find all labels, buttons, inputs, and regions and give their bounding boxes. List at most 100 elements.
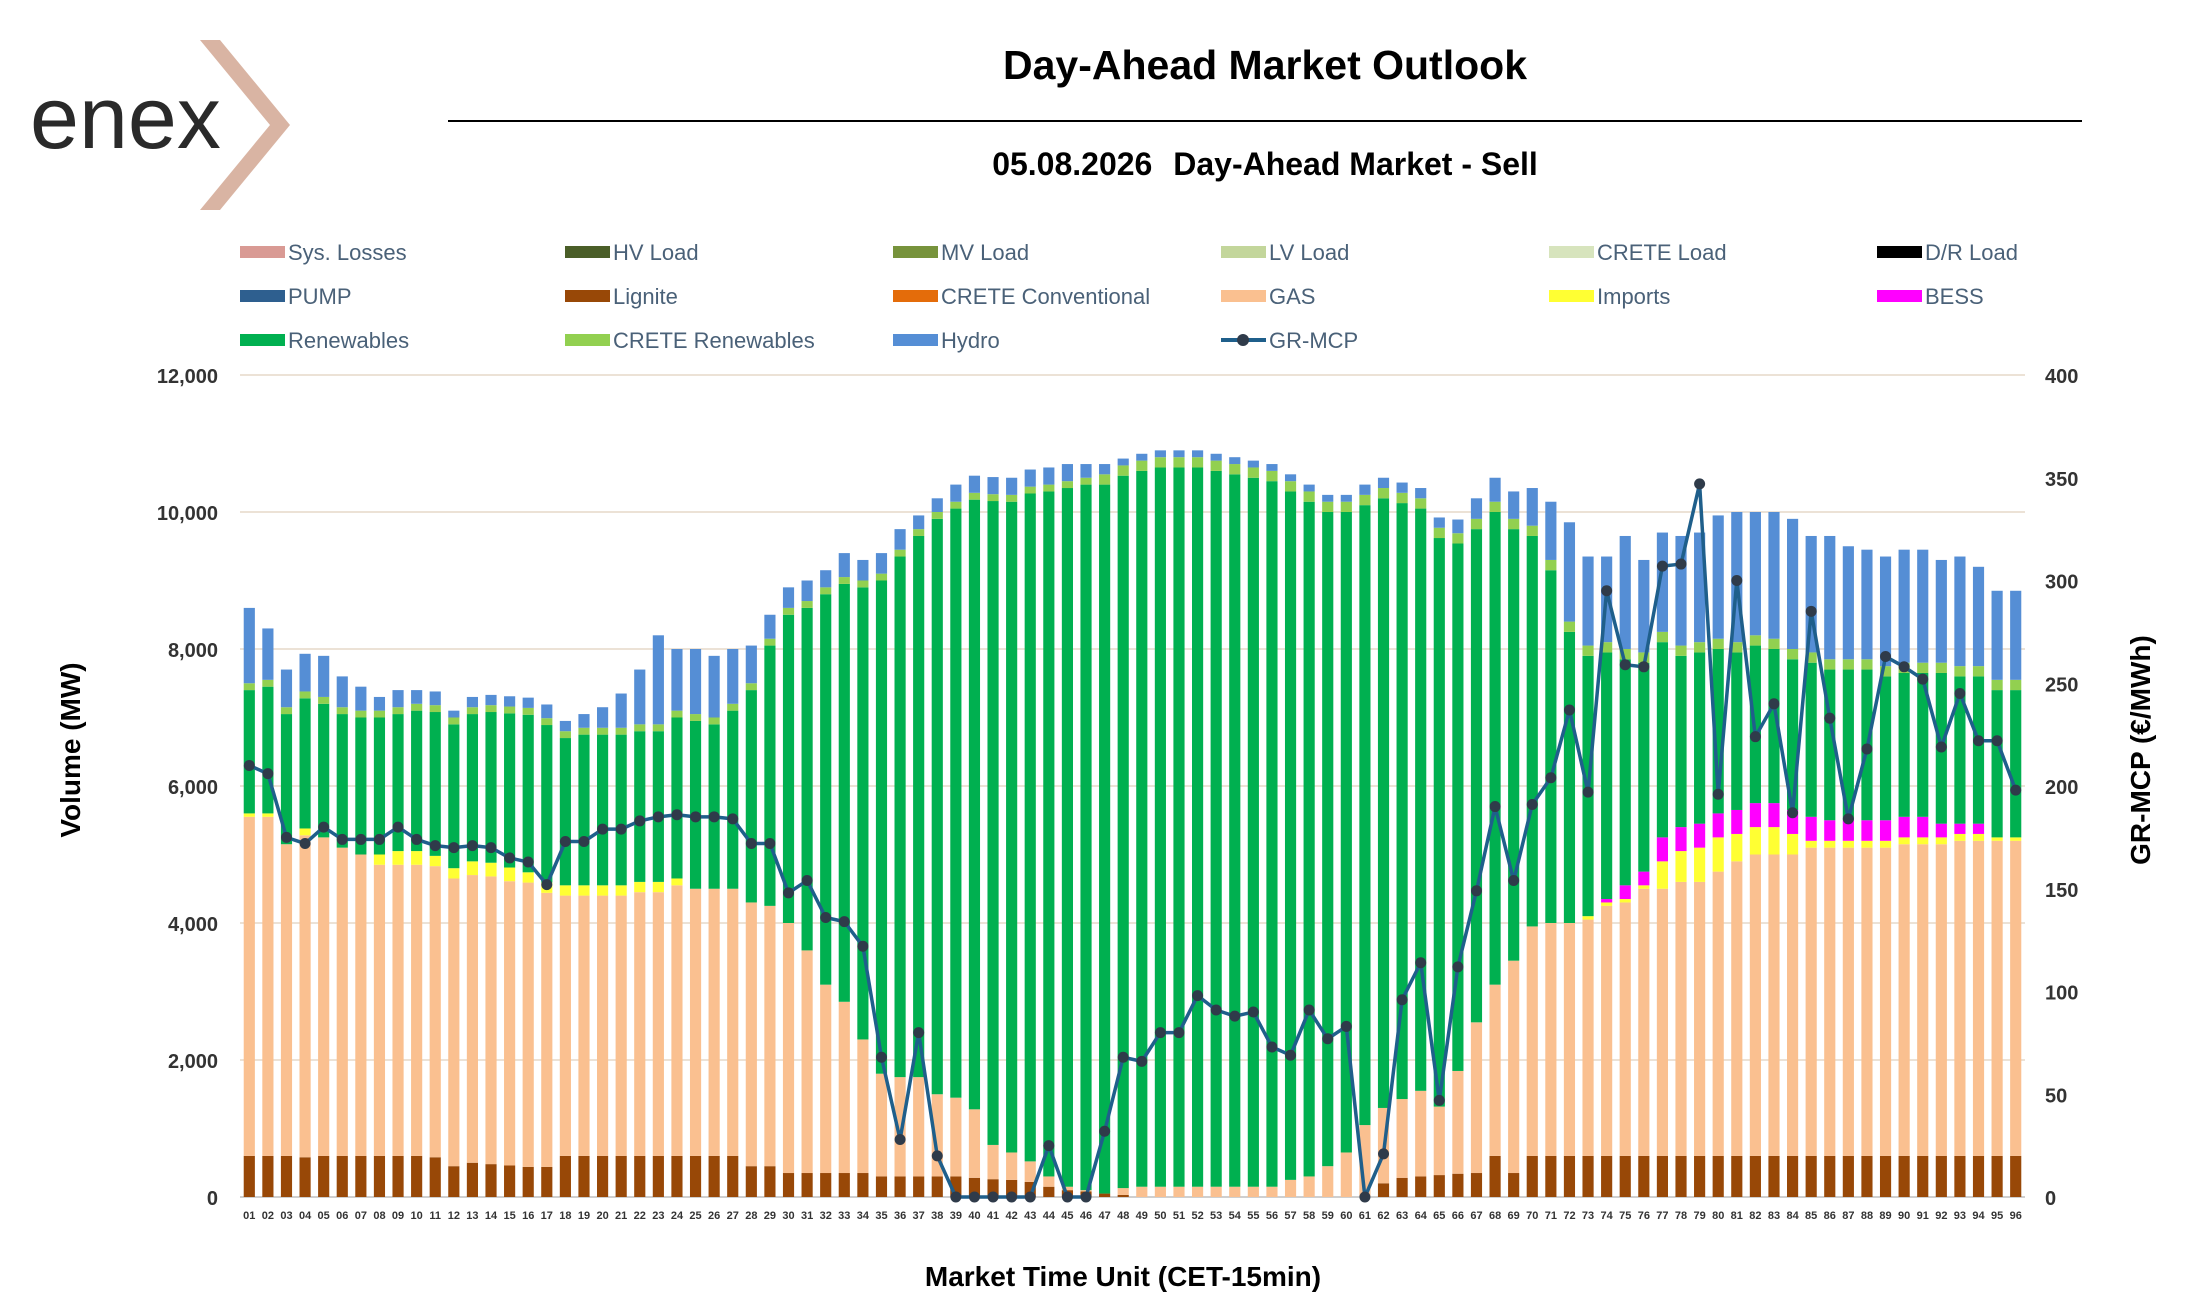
- bar-segment-gas: [541, 892, 553, 1167]
- x-tick-label: 78: [1675, 1210, 1687, 1222]
- bar-segment-crete-renewables: [1712, 638, 1724, 649]
- bar-segment-hydro: [373, 696, 386, 711]
- bar-segment-bess: [1787, 809, 1799, 834]
- bar-segment-crete-renewables: [578, 727, 590, 735]
- bar-segment-renewables: [485, 712, 497, 863]
- mcp-point: [1061, 1191, 1073, 1203]
- bar-segment-gas: [1452, 1070, 1464, 1174]
- x-tick-label: 04: [299, 1210, 312, 1222]
- bar-segment-crete-renewables: [299, 691, 311, 699]
- bar-segment-gas: [1470, 1022, 1483, 1174]
- x-tick-label: 34: [857, 1210, 870, 1222]
- bar-segment-imports: [559, 885, 571, 896]
- bar-segment-imports: [615, 885, 627, 896]
- bar-segment-crete-renewables: [1024, 486, 1036, 494]
- bar-segment-gas: [1768, 854, 1780, 1156]
- bar-segment-lignite: [243, 1155, 255, 1197]
- bar-segment-lignite: [968, 1177, 981, 1197]
- bar-segment-hydro: [559, 720, 571, 732]
- bar-segment-lignite: [299, 1157, 311, 1197]
- bar-segment-hydro: [1712, 515, 1724, 639]
- bar-segment-gas: [522, 882, 534, 1167]
- bar-segment-gas: [1582, 919, 1594, 1156]
- bar-segment-crete-renewables: [1136, 460, 1148, 471]
- mcp-point: [392, 821, 404, 833]
- mcp-point: [1601, 585, 1613, 597]
- x-tick-label: 89: [1879, 1210, 1891, 1222]
- bar-segment-gas: [1322, 1166, 1334, 1197]
- bar-segment-imports: [1582, 916, 1594, 920]
- bar-segment-hydro: [671, 649, 683, 711]
- legend-item: Renewables: [240, 328, 409, 353]
- mcp-point: [820, 912, 832, 924]
- bar-segment-hydro: [392, 690, 404, 708]
- bar-segment-lignite: [1638, 1155, 1650, 1197]
- bar-segment-imports: [1898, 837, 1910, 845]
- bar-segment-crete-renewables: [1433, 527, 1445, 539]
- bar-segment-hydro: [1638, 559, 1650, 653]
- mcp-point: [1303, 1004, 1315, 1016]
- bar-segment-imports: [578, 885, 590, 896]
- bar-segment-lignite: [1396, 1177, 1408, 1197]
- bar-segment-lignite: [615, 1155, 627, 1197]
- bar-segment-renewables: [299, 698, 311, 829]
- legend-item: LV Load: [1221, 240, 1349, 265]
- bar-segment-renewables: [1470, 529, 1483, 1023]
- mcp-point: [1917, 673, 1929, 685]
- bar-segment-lignite: [1508, 1173, 1520, 1197]
- bar-segment-renewables: [559, 738, 571, 886]
- bar-segment-hydro: [1991, 590, 2003, 680]
- mcp-point: [764, 838, 776, 850]
- bar-segment-gas: [1712, 871, 1724, 1156]
- bar-segment-gas: [1675, 881, 1687, 1156]
- legend-label: GR-MCP: [1269, 328, 1358, 353]
- bar-segment-crete-renewables: [1619, 649, 1631, 660]
- legend-label: CRETE Load: [1597, 240, 1727, 265]
- x-tick-label: 31: [801, 1210, 813, 1222]
- bar-segment-imports: [429, 855, 441, 867]
- bar-segment-hydro: [1284, 474, 1297, 482]
- mcp-point: [280, 831, 292, 843]
- legend-swatch: [893, 246, 938, 258]
- bar-segment-renewables: [280, 714, 293, 845]
- bar-segment-renewables: [838, 583, 850, 1002]
- bar-segment-crete-renewables: [1545, 559, 1557, 571]
- mcp-point: [1824, 712, 1836, 724]
- mcp-point: [429, 840, 441, 852]
- bar-segment-imports: [1861, 840, 1873, 848]
- bar-segment-gas: [1359, 1125, 1371, 1197]
- bar-segment-hydro: [764, 614, 776, 639]
- legend-item: GR-MCP: [1221, 328, 1358, 353]
- y2-tick-label: 300: [2045, 572, 2078, 594]
- bar-segment-imports: [1805, 840, 1817, 848]
- bar-segment-lignite: [931, 1176, 943, 1197]
- bar-segment-crete-renewables: [857, 580, 869, 588]
- bar-segment-gas: [1619, 902, 1631, 1156]
- mcp-point: [1768, 698, 1780, 710]
- legend-item: CRETE Renewables: [565, 328, 815, 353]
- bar-segment-renewables: [689, 720, 702, 889]
- bar-segment-bess: [1638, 871, 1650, 886]
- x-tick-label: 82: [1749, 1210, 1761, 1222]
- bar-segment-gas: [392, 864, 404, 1156]
- mcp-point: [1173, 1027, 1185, 1039]
- bar-segment-hydro: [355, 686, 367, 711]
- bar-segment-gas: [1824, 847, 1836, 1156]
- bar-segment-renewables: [782, 614, 795, 923]
- bar-segment-crete-renewables: [1359, 494, 1371, 506]
- bar-segment-crete-renewables: [634, 724, 646, 732]
- bar-segment-hydro: [1415, 488, 1427, 499]
- bar-segment-imports: [299, 828, 311, 836]
- x-tick-label: 44: [1043, 1210, 1056, 1222]
- bar-segment-crete-renewables: [1508, 518, 1520, 530]
- x-tick-label: 67: [1470, 1210, 1482, 1222]
- bar-segment-crete-renewables: [782, 607, 795, 615]
- legend-label: Sys. Losses: [288, 240, 407, 265]
- bar-segment-lignite: [1954, 1155, 1966, 1197]
- mcp-point: [1489, 801, 1501, 813]
- bar-segment-crete-renewables: [987, 494, 999, 502]
- bar-segment-gas: [1043, 1176, 1055, 1187]
- bar-segment-gas: [931, 1094, 943, 1177]
- bar-segment-hydro: [1322, 494, 1334, 502]
- x-tick-label: 39: [950, 1210, 962, 1222]
